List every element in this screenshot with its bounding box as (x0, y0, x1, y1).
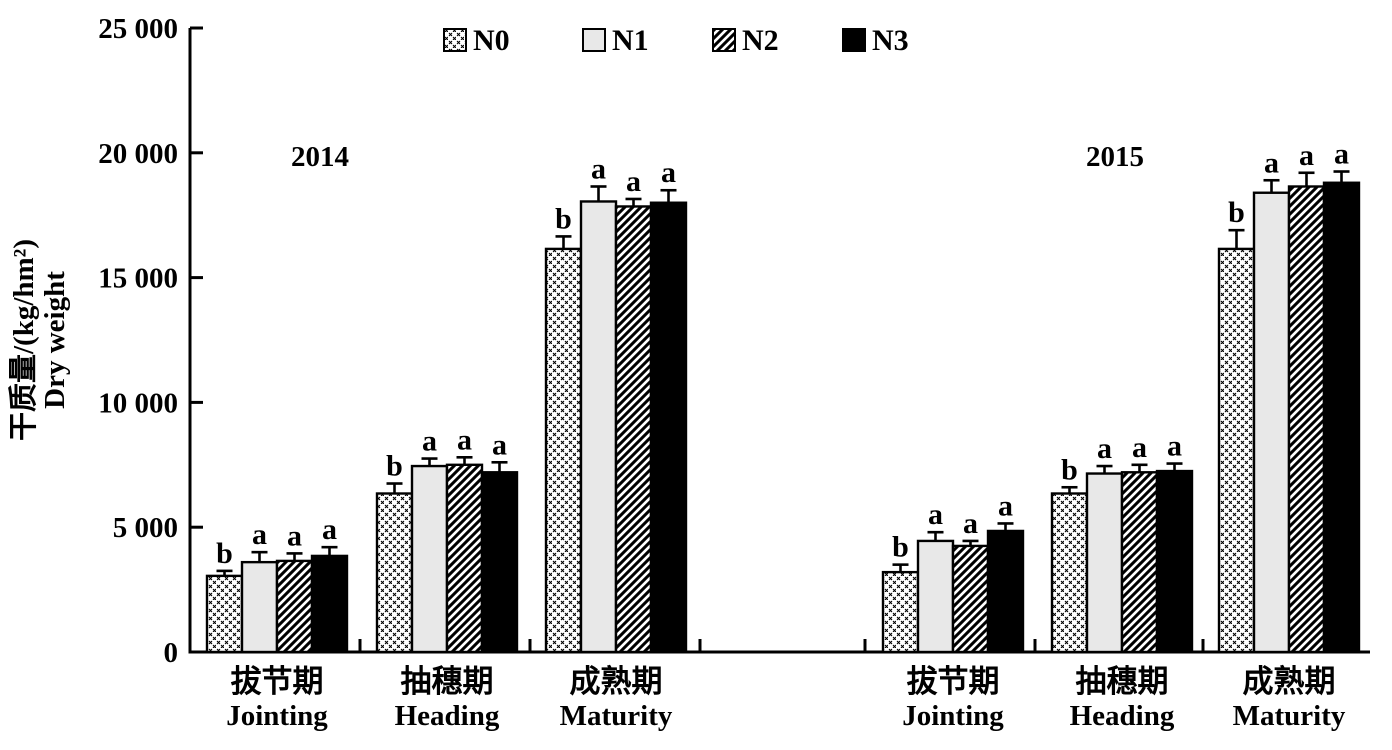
significance-letter: b (1228, 196, 1245, 229)
significance-letter: a (661, 156, 676, 189)
legend-label-n1: N1 (612, 24, 649, 57)
bar-n1 (410, 464, 449, 654)
significance-letter: a (1132, 431, 1147, 464)
significance-letter: a (457, 423, 472, 456)
significance-letter: a (1334, 138, 1349, 171)
legend-swatch-n2 (712, 28, 736, 52)
legend-swatch-n0 (443, 28, 467, 52)
y-axis-title-en: Dry weight (39, 271, 71, 409)
group-label-en: Heading (1070, 700, 1175, 732)
significance-letter: a (287, 519, 302, 552)
group-label-cn: 成熟期 (570, 664, 663, 699)
group-label-cn: 成熟期 (1243, 664, 1336, 699)
legend-label-n2: N2 (742, 24, 779, 57)
plot-area: 0 5 000 10 000 15 000 20 000 25 000 干质量/(kg/hm… (7, 13, 1370, 732)
bar-n0 (881, 570, 920, 654)
significance-letter: a (928, 498, 943, 531)
bar-n1 (1085, 472, 1124, 654)
significance-letter: b (386, 450, 403, 483)
y-tick-label: 20 000 (98, 138, 178, 170)
y-tick-label: 5 000 (113, 512, 178, 544)
bar-n0 (205, 574, 244, 654)
significance-letter: a (322, 513, 337, 546)
y-tick-label: 0 (164, 637, 179, 669)
significance-letter: a (1299, 139, 1314, 172)
significance-letter: b (216, 537, 233, 570)
significance-letter: a (1167, 430, 1182, 463)
y-tick-label: 25 000 (98, 13, 178, 45)
bar-n2 (614, 205, 653, 654)
bar-n0 (1217, 247, 1256, 654)
bar-n2 (1287, 185, 1326, 654)
year-label: 2015 (1086, 141, 1144, 173)
significance-letter: a (1097, 432, 1112, 465)
legend-swatch-n3 (842, 28, 866, 52)
year-label: 2014 (291, 141, 349, 173)
significance-letter: a (422, 425, 437, 458)
bar-n3 (649, 201, 688, 654)
significance-letter: a (1264, 146, 1279, 179)
significance-letter: b (1061, 453, 1078, 486)
legend-label-n0: N0 (473, 24, 510, 57)
bar-n3 (1155, 469, 1194, 654)
y-axis-title-cn: 干质量/(kg/hm²) (7, 239, 40, 441)
group-label-cn: 拔节期 (231, 664, 324, 699)
bar-n3 (986, 529, 1025, 654)
bar-n2 (445, 463, 484, 654)
y-tick-label: 15 000 (98, 263, 178, 295)
bar-n3 (480, 471, 519, 654)
significance-letter: a (998, 489, 1013, 522)
significance-letter: a (252, 518, 267, 551)
group-label-en: Jointing (226, 700, 328, 732)
significance-letter: b (892, 531, 909, 564)
group-label-en: Jointing (902, 700, 1004, 732)
significance-letter: a (591, 152, 606, 185)
group-label-en: Maturity (1233, 700, 1346, 732)
bar-n0 (544, 247, 583, 654)
significance-letter: a (963, 507, 978, 540)
bar-n2 (275, 559, 314, 654)
bar-n3 (310, 554, 349, 654)
bar-n0 (1050, 492, 1089, 654)
bar-n1 (916, 539, 955, 654)
bar-n1 (240, 560, 279, 654)
significance-letter: a (626, 165, 641, 198)
bar-n2 (1120, 471, 1159, 654)
bar-n1 (1252, 191, 1291, 654)
bar-n3 (1322, 181, 1361, 654)
group-label-cn: 抽穗期 (401, 664, 494, 699)
y-tick-label: 10 000 (98, 387, 178, 419)
bar-n0 (375, 492, 414, 654)
bar-n1 (579, 200, 618, 654)
group-label-cn: 抽穗期 (1076, 664, 1169, 699)
significance-letter: b (555, 202, 572, 235)
group-label-en: Maturity (560, 700, 673, 732)
legend-swatch-n1 (582, 28, 606, 52)
group-label-en: Heading (395, 700, 500, 732)
significance-letter: a (492, 428, 507, 461)
group-label-cn: 拔节期 (907, 664, 1000, 699)
legend-label-n3: N3 (872, 24, 909, 57)
bar-n2 (951, 544, 990, 654)
